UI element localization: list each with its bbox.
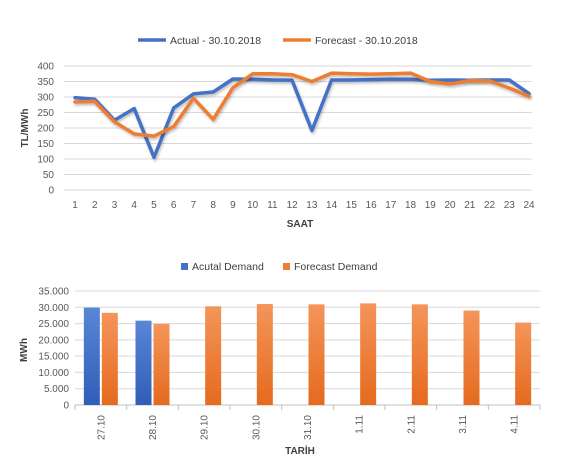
line-chart-x-tick-labels: 1 2 3 4 5 6 7 8 9 10 11 12 13 14 15 16 17 18 19 20 21 22 23 24 <box>72 200 535 211</box>
forecast-demand-bar <box>463 310 480 405</box>
forecast-demand-bar <box>256 304 273 405</box>
line-chart-x-tick-label: 3 <box>112 200 118 211</box>
line-chart-x-tick-label: 4 <box>131 200 137 211</box>
bar-chart-x-axis-title: TARİH <box>285 444 315 457</box>
line-chart-x-axis-title: SAAT <box>287 219 313 230</box>
legend-label-actual-demand: Acutal Demand <box>192 261 264 273</box>
line-chart-x-tick-label: 17 <box>385 200 397 211</box>
bar-chart: Acutal Demand Forecast Demand 0 5.000 10.0… <box>19 261 541 457</box>
line-chart-y-tick-label: 250 <box>37 108 54 119</box>
line-chart-y-tick-label: 150 <box>37 139 54 150</box>
line-chart-y-tick-label: 300 <box>37 93 54 104</box>
bar-chart-y-tick-label: 5.000 <box>44 384 69 395</box>
line-chart-x-tick-label: 14 <box>326 200 338 211</box>
line-chart-x-tick-label: 11 <box>267 200 278 211</box>
line-chart-x-tick-label: 5 <box>151 200 157 211</box>
bar-chart-x-tick-label: 1.11 <box>355 415 366 434</box>
bar-chart-x-tick-label: 3.11 <box>458 415 469 434</box>
bar-chart-y-tick-label: 0 <box>63 401 69 412</box>
line-chart-x-tick-label: 22 <box>484 200 496 211</box>
line-chart-x-tick-label: 21 <box>464 200 476 211</box>
bar-chart-y-tick-label: 30.000 <box>38 303 69 314</box>
legend-label-forecast: Forecast - 30.10.2018 <box>315 35 418 47</box>
line-chart-gridlines <box>64 65 532 191</box>
line-chart-x-tick-label: 18 <box>405 200 417 211</box>
bar-chart-y-axis-title: MWh <box>19 338 30 362</box>
line-chart-x-tick-label: 24 <box>523 200 535 211</box>
bar-chart-x-tick-label: 31.10 <box>303 415 314 440</box>
line-chart-x-tick-label: 10 <box>247 200 259 211</box>
line-chart-x-tick-label: 23 <box>504 200 516 211</box>
bar-chart-x-tick-label: 29.10 <box>200 415 211 440</box>
line-chart-y-tick-label: 400 <box>37 62 54 73</box>
forecast-series-line <box>73 71 531 138</box>
bar-chart-y-tick-label: 20.000 <box>38 335 69 346</box>
line-chart-y-tick-label: 50 <box>43 170 55 181</box>
line-chart-x-tick-label: 13 <box>306 200 318 211</box>
bar-chart-x-tick-label: 30.10 <box>251 415 262 440</box>
actual-demand-bar <box>135 320 152 405</box>
line-chart-y-tick-label: 100 <box>37 155 54 166</box>
bar-chart-y-tick-label: 10.000 <box>38 368 69 379</box>
line-chart-legend: Actual - 30.10.2018 Forecast - 30.10.201… <box>138 35 418 47</box>
forecast-demand-bar <box>153 323 170 405</box>
bar-chart-x-tick-label: 2.11 <box>406 415 417 434</box>
line-chart-y-tick-label: 0 <box>48 186 54 197</box>
line-chart-x-tick-label: 6 <box>171 200 177 211</box>
line-chart: Actual - 30.10.2018 Forecast - 30.10.201… <box>20 35 535 230</box>
legend-swatch-actual-demand <box>181 263 188 270</box>
bar-chart-x-tick-label: 4.11 <box>510 415 521 434</box>
line-chart-x-tick-label: 20 <box>444 200 456 211</box>
actual-series-line <box>73 77 531 160</box>
bar-chart-y-tick-label: 35.000 <box>38 287 69 298</box>
bar-chart-legend: Acutal Demand Forecast Demand <box>181 261 378 273</box>
forecast-demand-bar <box>205 306 222 405</box>
actual-demand-bar <box>83 307 100 405</box>
legend-label-forecast-demand: Forecast Demand <box>294 261 378 273</box>
line-chart-x-tick-label: 19 <box>425 200 437 211</box>
forecast-demand-bar <box>101 312 118 405</box>
line-chart-x-tick-label: 12 <box>287 200 299 211</box>
line-chart-x-tick-label: 7 <box>191 200 197 211</box>
bar-chart-x-tick-label: 28.10 <box>148 415 159 440</box>
line-chart-y-axis-title: TL/MWh <box>20 109 31 148</box>
bar-chart-y-tick-label: 25.000 <box>38 319 69 330</box>
forecast-demand-bar <box>360 303 377 405</box>
bar-chart-x-tick-labels: 27.10 28.10 29.10 30.10 31.10 1.11 2.11 3.11 4.1… <box>96 415 520 440</box>
forecast-demand-bar <box>515 322 532 405</box>
line-chart-x-tick-label: 15 <box>346 200 358 211</box>
forecast-demand-bar <box>411 304 428 405</box>
bar-chart-x-tick-label: 27.10 <box>96 415 107 440</box>
forecast-demand-bar <box>308 304 325 405</box>
line-chart-x-tick-label: 16 <box>366 200 378 211</box>
bar-chart-gridlines <box>74 290 541 410</box>
bar-chart-bars <box>83 303 532 405</box>
line-chart-y-tick-label: 200 <box>37 124 54 135</box>
bar-chart-y-tick-labels: 0 5.000 10.000 15.000 20.000 25.000 30.000 35.0… <box>38 287 69 412</box>
line-chart-y-tick-labels: 0 50 100 150 200 250 300 350 400 <box>37 62 54 197</box>
line-chart-x-tick-label: 1 <box>72 200 78 211</box>
legend-label-actual: Actual - 30.10.2018 <box>170 35 261 47</box>
line-chart-x-tick-label: 8 <box>210 200 216 211</box>
line-chart-x-tick-label: 2 <box>92 200 98 211</box>
bar-chart-y-tick-label: 15.000 <box>38 352 69 363</box>
line-chart-x-tick-label: 9 <box>230 200 236 211</box>
line-chart-series <box>73 71 531 160</box>
legend-swatch-forecast-demand <box>283 263 290 270</box>
line-chart-y-tick-label: 350 <box>37 77 54 88</box>
